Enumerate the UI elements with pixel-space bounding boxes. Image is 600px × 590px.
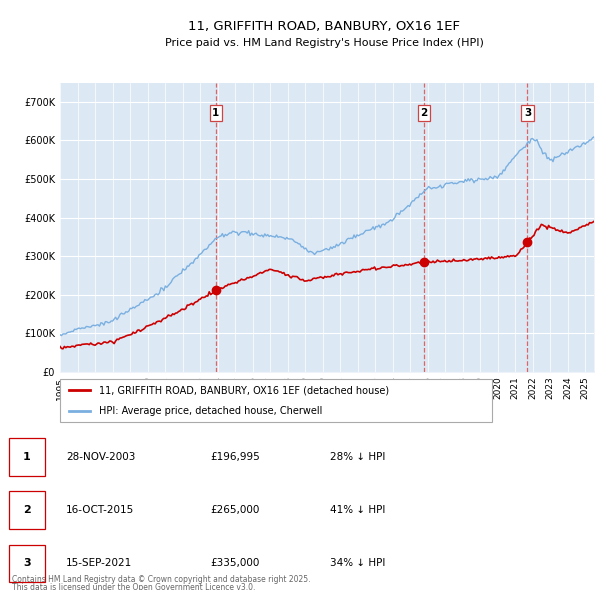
- Text: HPI: Average price, detached house, Cherwell: HPI: Average price, detached house, Cher…: [99, 406, 322, 416]
- Text: Contains HM Land Registry data © Crown copyright and database right 2025.: Contains HM Land Registry data © Crown c…: [12, 575, 311, 584]
- Text: 1: 1: [23, 453, 31, 462]
- Text: 16-OCT-2015: 16-OCT-2015: [66, 506, 134, 515]
- Text: Price paid vs. HM Land Registry's House Price Index (HPI): Price paid vs. HM Land Registry's House …: [164, 38, 484, 48]
- Text: £335,000: £335,000: [210, 559, 259, 568]
- Text: 1: 1: [212, 108, 220, 118]
- FancyBboxPatch shape: [60, 379, 492, 422]
- Text: 3: 3: [524, 108, 531, 118]
- Text: 2: 2: [23, 506, 31, 515]
- Text: £196,995: £196,995: [210, 453, 260, 462]
- Text: 2: 2: [421, 108, 428, 118]
- Text: 41% ↓ HPI: 41% ↓ HPI: [330, 506, 385, 515]
- Text: £265,000: £265,000: [210, 506, 259, 515]
- Text: 3: 3: [23, 559, 31, 568]
- Text: 11, GRIFFITH ROAD, BANBURY, OX16 1EF (detached house): 11, GRIFFITH ROAD, BANBURY, OX16 1EF (de…: [99, 385, 389, 395]
- Text: 34% ↓ HPI: 34% ↓ HPI: [330, 559, 385, 568]
- Text: 28% ↓ HPI: 28% ↓ HPI: [330, 453, 385, 462]
- Text: 15-SEP-2021: 15-SEP-2021: [66, 559, 132, 568]
- Text: This data is licensed under the Open Government Licence v3.0.: This data is licensed under the Open Gov…: [12, 582, 256, 590]
- Text: 28-NOV-2003: 28-NOV-2003: [66, 453, 136, 462]
- Text: 11, GRIFFITH ROAD, BANBURY, OX16 1EF: 11, GRIFFITH ROAD, BANBURY, OX16 1EF: [188, 20, 460, 33]
